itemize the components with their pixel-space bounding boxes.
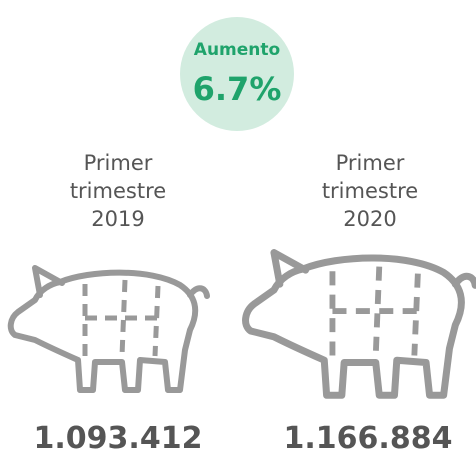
period-label: Primer [84,151,153,175]
pig-icon [11,268,207,390]
period-label: trimestre [322,179,418,203]
badge-value: 6.7% [193,70,282,108]
period-label: 2019 [91,207,144,231]
badge-circle [180,17,294,131]
period-label: 2020 [343,207,396,231]
period-label: Primer [336,151,405,175]
count-value: 1.093.412 [34,421,203,451]
pig-icon [246,253,476,396]
count-value: 1.166.884 [284,421,453,451]
period-label: trimestre [70,179,166,203]
badge-label: Aumento [194,40,280,60]
